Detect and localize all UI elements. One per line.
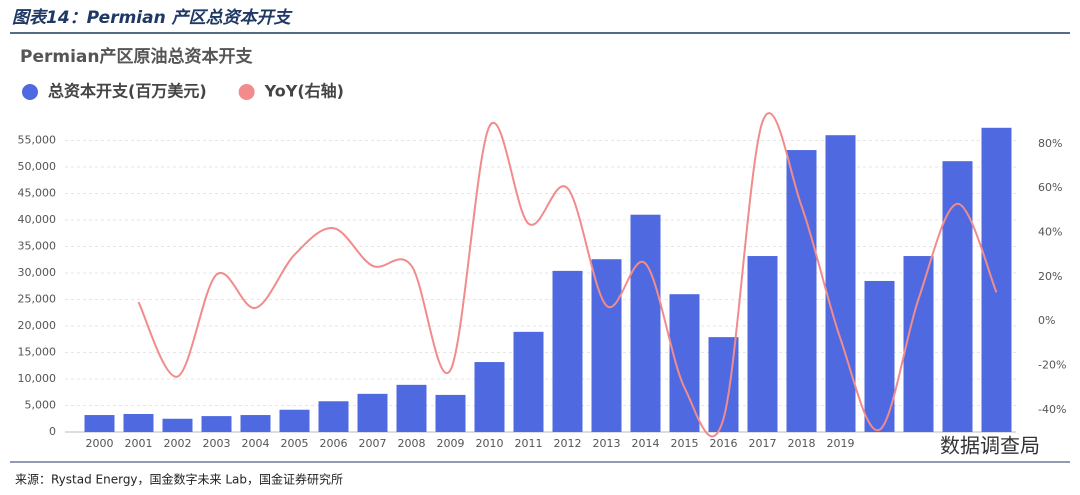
- bar: [474, 362, 505, 432]
- y-tick-label: 0: [49, 425, 56, 438]
- legend-label: 总资本开支(百万美元): [48, 82, 207, 101]
- x-tick-label: 2010: [476, 437, 504, 450]
- x-tick-label: 2013: [593, 437, 621, 450]
- y-tick-label: 20,000: [18, 319, 57, 332]
- legend: 总资本开支(百万美元) YoY(右轴): [22, 82, 344, 101]
- bar: [903, 256, 934, 432]
- bar: [552, 270, 583, 432]
- chart-title: Permian产区原油总资本开支: [20, 46, 253, 67]
- bar: [435, 394, 466, 432]
- x-tick-label: 2018: [788, 437, 816, 450]
- bar: [123, 413, 154, 432]
- bar: [630, 214, 661, 432]
- x-tick-label: 2019: [827, 437, 855, 450]
- bar: [279, 409, 310, 432]
- y2-tick-label: 60%: [1038, 181, 1062, 194]
- x-tick-label: 2007: [359, 437, 387, 450]
- x-tick-label: 2000: [86, 437, 114, 450]
- x-tick-label: 2004: [242, 437, 270, 450]
- y2-tick-label: 20%: [1038, 270, 1062, 283]
- y-tick-label: 5,000: [25, 399, 57, 412]
- bar: [357, 393, 388, 432]
- y-tick-label: 10,000: [18, 372, 57, 385]
- y2-tick-label: 80%: [1038, 137, 1062, 150]
- bar: [591, 259, 622, 432]
- y-tick-label: 35,000: [18, 240, 57, 253]
- bar: [942, 161, 973, 433]
- x-tick-label: 2003: [203, 437, 231, 450]
- source: 来源：Rystad Energy，国金数字未来 Lab，国金证券研究所: [15, 472, 343, 487]
- x-tick-label: 2012: [554, 437, 582, 450]
- x-tick-label: 2014: [632, 437, 660, 450]
- x-tick-label: 2008: [398, 437, 426, 450]
- y2-tick-label: 40%: [1038, 226, 1062, 239]
- bar: [318, 401, 349, 432]
- bar: [864, 280, 895, 432]
- bar: [747, 256, 778, 432]
- bar: [981, 127, 1012, 432]
- x-tick-label: 2001: [125, 437, 153, 450]
- bar: [396, 384, 427, 432]
- x-tick-label: 2002: [164, 437, 192, 450]
- bar: [786, 150, 817, 433]
- legend-label: YoY(右轴): [264, 82, 344, 101]
- y-tick-label: 25,000: [18, 293, 57, 306]
- bar: [513, 331, 544, 432]
- x-tick-label: 2005: [281, 437, 309, 450]
- legend-swatch: [238, 84, 255, 100]
- x-tick-label: 2009: [437, 437, 465, 450]
- bar: [240, 415, 271, 432]
- y-tick-label: 15,000: [18, 346, 57, 359]
- watermark: 数据调查局: [940, 434, 1040, 458]
- y-tick-label: 45,000: [18, 187, 57, 200]
- bar: [84, 415, 115, 432]
- x-tick-label: 2017: [749, 437, 777, 450]
- x-tick-label: 2006: [320, 437, 348, 450]
- y-tick-label: 55,000: [18, 134, 57, 147]
- x-tick-label: 2016: [710, 437, 738, 450]
- x-tick-label: 2011: [515, 437, 543, 450]
- y2-tick-label: -20%: [1038, 359, 1066, 372]
- bar: [825, 135, 856, 432]
- y2-tick-label: 0%: [1038, 314, 1055, 327]
- figure-title: 图表14：Permian 产区总资本开支: [12, 8, 293, 28]
- bar: [201, 416, 232, 432]
- y-tick-label: 30,000: [18, 266, 57, 279]
- bar: [162, 418, 193, 432]
- y-tick-label: 40,000: [18, 213, 57, 226]
- x-tick-label: 2015: [671, 437, 699, 450]
- legend-swatch: [22, 84, 38, 100]
- y-tick-label: 50,000: [18, 160, 57, 173]
- line: [137, 112, 998, 438]
- y2-tick-label: -40%: [1038, 403, 1066, 416]
